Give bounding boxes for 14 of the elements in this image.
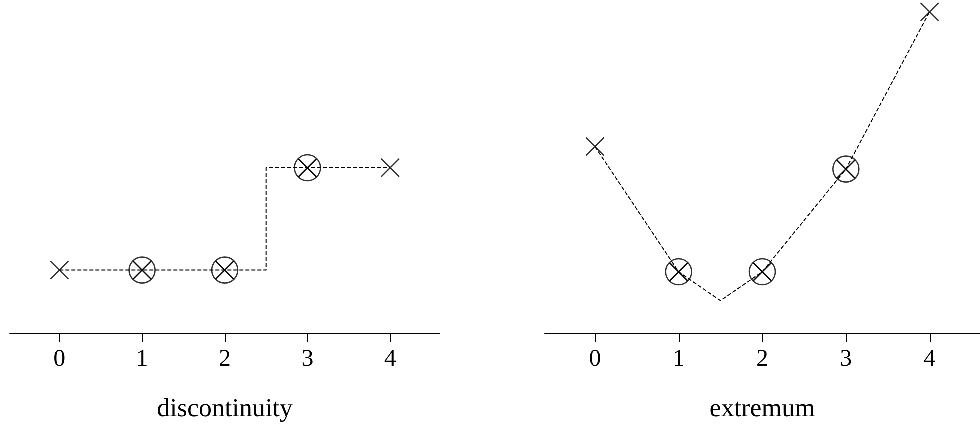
x-tick-label: 1	[672, 346, 685, 372]
x-tick-label: 4	[384, 346, 396, 372]
x-axis-title: extremum	[710, 394, 816, 422]
x-tick-label: 3	[840, 346, 852, 372]
x-tick-label: 4	[924, 346, 936, 372]
x-tick-label: 1	[136, 346, 148, 372]
x-tick-label: 3	[302, 346, 314, 372]
x-tick-label: 2	[756, 346, 768, 372]
point	[586, 137, 605, 156]
point	[920, 2, 940, 22]
x-tick-label: 2	[219, 346, 231, 372]
x-tick-label: 0	[54, 346, 66, 372]
x-axis-title: discontinuity	[157, 394, 293, 422]
x-tick-label: 0	[589, 346, 602, 372]
